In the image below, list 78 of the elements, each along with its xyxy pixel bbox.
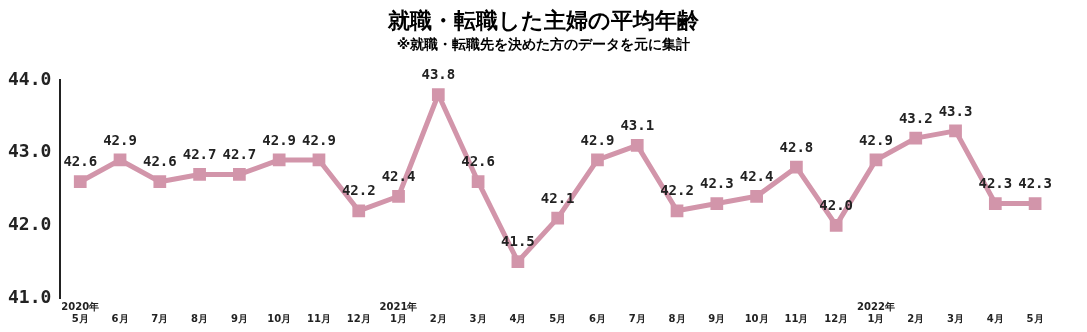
point bbox=[790, 160, 803, 174]
x-tick-label: 2022年 1月 bbox=[857, 300, 895, 324]
text: 42.3 bbox=[699, 175, 734, 192]
point bbox=[909, 131, 923, 145]
point bbox=[73, 175, 87, 189]
point bbox=[431, 88, 445, 101]
x-tick-label: 10月 bbox=[744, 312, 769, 324]
text: 42.7 bbox=[222, 146, 257, 163]
text: 43.3 bbox=[938, 102, 973, 119]
text: 42.6 bbox=[63, 153, 98, 170]
x-tick-label: 3月 bbox=[947, 312, 965, 324]
x-tick-label: 2月 bbox=[429, 312, 447, 324]
text: 42.9 bbox=[103, 131, 137, 148]
text: 42.2 bbox=[660, 182, 694, 199]
text: 43.1 bbox=[620, 117, 655, 134]
text: 42.2 bbox=[341, 182, 376, 199]
x-tick-label: 2月 bbox=[907, 312, 925, 324]
x-tick-label: 12月 bbox=[824, 312, 849, 324]
x-tick-label: 5月 bbox=[1026, 312, 1044, 324]
x-tick-label: 7月 bbox=[628, 312, 646, 324]
x-tick-label: 2020年 5月 bbox=[61, 300, 100, 324]
text: 42.7 bbox=[182, 146, 217, 163]
text: 42.8 bbox=[779, 138, 814, 155]
point bbox=[511, 255, 525, 269]
x-tick-label: 4月 bbox=[509, 312, 527, 324]
text: 43.8 bbox=[421, 66, 456, 83]
text: 41.5 bbox=[501, 233, 535, 250]
text: 42.9 bbox=[262, 131, 297, 148]
point bbox=[272, 153, 286, 167]
x-tick-label: 11月 bbox=[307, 312, 331, 324]
y-tick-label: 41.0 bbox=[7, 285, 52, 307]
text: 42.6 bbox=[461, 153, 495, 170]
x-tick-label: 8月 bbox=[191, 312, 209, 324]
chart-title: 就職・転職した主婦の平均年齢 bbox=[387, 7, 700, 35]
chart-subtitle: ※就職・転職先を決めた方のデータを元に集計 bbox=[395, 36, 692, 54]
point bbox=[670, 204, 684, 218]
point bbox=[630, 139, 644, 152]
x-tick-label: 9月 bbox=[230, 312, 248, 324]
text: 42.4 bbox=[739, 167, 774, 184]
point bbox=[551, 211, 565, 225]
x-tick-label: 9月 bbox=[708, 312, 726, 324]
text: 42.9 bbox=[302, 131, 336, 148]
x-tick-label: 4月 bbox=[986, 312, 1004, 324]
y-tick-label: 42.0 bbox=[7, 213, 52, 235]
text: 42.9 bbox=[859, 131, 893, 148]
point bbox=[988, 197, 1002, 210]
point bbox=[949, 124, 962, 138]
text: 42.3 bbox=[978, 175, 1013, 192]
y-tick-label: 44.0 bbox=[7, 67, 52, 89]
point bbox=[153, 175, 167, 189]
point bbox=[710, 197, 724, 210]
x-tick-label: 11月 bbox=[784, 312, 809, 324]
point bbox=[471, 175, 485, 189]
x-tick-label: 8月 bbox=[668, 312, 686, 324]
x-tick-label: 12月 bbox=[346, 312, 371, 324]
text: 42.9 bbox=[580, 131, 615, 148]
x-tick-label: 2021年 1月 bbox=[379, 300, 418, 324]
text: 42.1 bbox=[540, 189, 575, 206]
text: 43.2 bbox=[898, 109, 933, 126]
point bbox=[1028, 197, 1042, 210]
text: 42.4 bbox=[381, 167, 416, 184]
point bbox=[750, 189, 763, 203]
point bbox=[233, 168, 246, 181]
x-tick-label: 6月 bbox=[111, 312, 129, 324]
point bbox=[829, 218, 843, 232]
point bbox=[193, 168, 206, 181]
point bbox=[352, 204, 366, 218]
point bbox=[591, 153, 604, 167]
text: 42.6 bbox=[142, 153, 177, 170]
y-tick-label: 43.0 bbox=[7, 140, 52, 162]
x-tick-label: 7月 bbox=[151, 312, 169, 324]
x-tick-label: 5月 bbox=[549, 312, 567, 324]
text: 42.3 bbox=[1018, 175, 1052, 192]
x-tick-label: 6月 bbox=[588, 312, 606, 324]
point bbox=[392, 189, 405, 203]
text: 42.0 bbox=[819, 196, 854, 213]
x-tick-label: 3月 bbox=[469, 312, 487, 324]
x-tick-label: 10月 bbox=[267, 312, 292, 324]
